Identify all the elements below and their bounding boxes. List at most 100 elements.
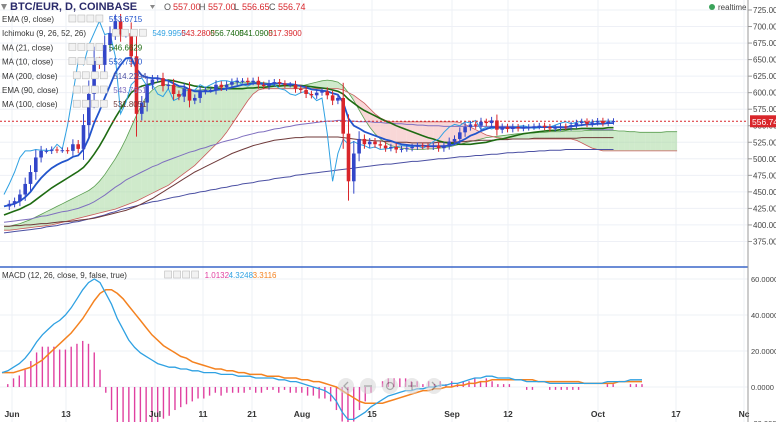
candle[interactable] bbox=[267, 79, 271, 90]
candle[interactable] bbox=[399, 146, 404, 153]
candle[interactable] bbox=[452, 135, 457, 146]
candle[interactable] bbox=[495, 114, 499, 136]
candle[interactable] bbox=[367, 138, 372, 148]
candle[interactable] bbox=[383, 142, 388, 152]
candle[interactable] bbox=[283, 80, 287, 88]
legend-control-button[interactable] bbox=[68, 57, 77, 65]
candle[interactable] bbox=[352, 141, 356, 194]
candle[interactable] bbox=[293, 80, 298, 93]
legend-control-button[interactable] bbox=[77, 14, 86, 23]
candle[interactable] bbox=[288, 82, 292, 88]
macd-legend-control-button[interactable] bbox=[191, 270, 199, 279]
candle[interactable] bbox=[65, 147, 70, 154]
candle[interactable] bbox=[532, 123, 536, 130]
candle[interactable] bbox=[500, 123, 504, 134]
legend-control-button[interactable] bbox=[112, 28, 120, 37]
legend-control-button[interactable] bbox=[81, 71, 90, 80]
candle[interactable] bbox=[489, 116, 494, 127]
candle[interactable] bbox=[484, 118, 489, 127]
candle[interactable] bbox=[511, 123, 515, 133]
candle[interactable] bbox=[203, 86, 208, 95]
candle[interactable] bbox=[81, 114, 86, 160]
candle[interactable] bbox=[214, 80, 218, 95]
candle[interactable] bbox=[102, 35, 107, 75]
candle[interactable] bbox=[208, 87, 213, 93]
candle[interactable] bbox=[166, 81, 171, 90]
candle[interactable] bbox=[23, 177, 27, 201]
legend-control-button[interactable] bbox=[90, 71, 99, 80]
candle[interactable] bbox=[505, 123, 510, 133]
legend-control-button[interactable] bbox=[95, 43, 104, 51]
candle[interactable] bbox=[410, 143, 414, 152]
candle[interactable] bbox=[373, 138, 377, 148]
candle[interactable] bbox=[330, 90, 335, 106]
candle[interactable] bbox=[590, 119, 595, 127]
candle[interactable] bbox=[468, 120, 473, 131]
candle[interactable] bbox=[230, 78, 234, 89]
candle[interactable] bbox=[558, 123, 563, 131]
symbol-title[interactable]: BTC/EUR, D, COINBASE bbox=[10, 1, 137, 13]
candle[interactable] bbox=[579, 118, 584, 127]
symbol-dropdown-icon[interactable] bbox=[150, 5, 155, 9]
candle[interactable] bbox=[60, 147, 65, 153]
legend-control-button[interactable] bbox=[72, 85, 81, 94]
candle[interactable] bbox=[473, 121, 478, 129]
legend-control-button[interactable] bbox=[77, 57, 86, 65]
candle[interactable] bbox=[272, 78, 277, 87]
scroll-right-button[interactable] bbox=[426, 378, 442, 394]
candle[interactable] bbox=[261, 81, 266, 90]
candle[interactable] bbox=[537, 122, 542, 130]
legend-control-button[interactable] bbox=[90, 99, 99, 108]
candle[interactable] bbox=[304, 85, 308, 99]
candle[interactable] bbox=[277, 78, 282, 87]
candle[interactable] bbox=[378, 141, 383, 149]
candle[interactable] bbox=[118, 13, 123, 42]
legend-control-button[interactable] bbox=[99, 99, 108, 108]
legend-control-button[interactable] bbox=[81, 99, 90, 108]
legend-control-button[interactable] bbox=[86, 43, 95, 51]
legend-row[interactable]: MA (200, close) 514.2294 bbox=[2, 71, 147, 81]
legend-row[interactable]: EMA (90, close) 543.7651 bbox=[2, 85, 147, 95]
legend-control-button[interactable] bbox=[99, 85, 108, 94]
candle[interactable] bbox=[341, 82, 345, 149]
candle[interactable] bbox=[431, 142, 436, 151]
candle[interactable] bbox=[611, 118, 616, 125]
candle[interactable] bbox=[521, 124, 526, 132]
legend-control-button[interactable] bbox=[72, 71, 81, 80]
legend-control-button[interactable] bbox=[77, 43, 86, 51]
candle[interactable] bbox=[585, 118, 589, 128]
legend-control-button[interactable] bbox=[130, 28, 138, 37]
candle[interactable] bbox=[309, 90, 314, 99]
candle[interactable] bbox=[299, 85, 303, 94]
candle[interactable] bbox=[346, 114, 351, 201]
candle[interactable] bbox=[193, 94, 197, 105]
candle[interactable] bbox=[182, 83, 186, 103]
candle[interactable] bbox=[325, 87, 330, 100]
macd-legend-control-button[interactable] bbox=[164, 270, 172, 279]
candle[interactable] bbox=[251, 77, 255, 86]
candle[interactable] bbox=[187, 81, 192, 108]
candle[interactable] bbox=[240, 78, 245, 84]
legend-control-button[interactable] bbox=[90, 85, 99, 94]
candle[interactable] bbox=[39, 145, 43, 163]
candle[interactable] bbox=[140, 96, 144, 121]
candle[interactable] bbox=[569, 121, 573, 131]
legend-control-button[interactable] bbox=[86, 57, 95, 65]
candle[interactable] bbox=[601, 117, 605, 127]
candle[interactable] bbox=[177, 90, 181, 101]
candle[interactable] bbox=[34, 149, 38, 180]
candle[interactable] bbox=[357, 131, 361, 162]
time-axis[interactable]: Jun 13 Jul 11 21 Aug 15 Sep 12 Oct 17 Nc bbox=[4, 409, 749, 419]
candle[interactable] bbox=[426, 143, 430, 150]
candle[interactable] bbox=[542, 122, 547, 131]
candle[interactable] bbox=[394, 143, 398, 154]
candle[interactable] bbox=[235, 77, 239, 86]
legend-row[interactable]: MA (100, close) 531.8051 bbox=[2, 99, 147, 109]
candle[interactable] bbox=[516, 123, 520, 132]
candle[interactable] bbox=[219, 81, 224, 91]
legend-row[interactable]: MA (10, close) 552.7570 bbox=[2, 57, 143, 67]
candle[interactable] bbox=[71, 139, 75, 156]
legend-control-button[interactable] bbox=[95, 14, 104, 23]
candle[interactable] bbox=[28, 165, 33, 191]
candle[interactable] bbox=[18, 189, 22, 207]
